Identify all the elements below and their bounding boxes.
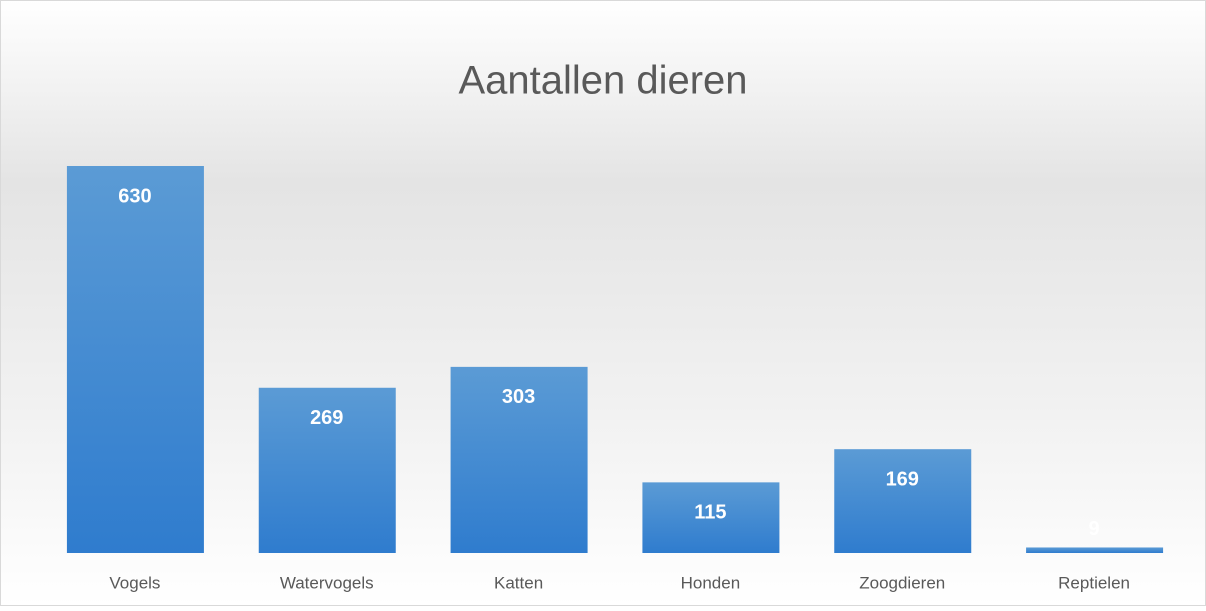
- bar: [642, 482, 780, 553]
- data-label: 115: [694, 502, 726, 524]
- bar: [66, 166, 204, 553]
- x-tick-label: Zoogdieren: [859, 573, 945, 592]
- x-tick-label: Reptielen: [1058, 573, 1130, 592]
- data-label: 303: [502, 386, 535, 408]
- bar: [834, 449, 972, 553]
- x-tick-label: Watervogels: [280, 573, 374, 592]
- data-label: 630: [118, 185, 151, 207]
- x-tick-label: Vogels: [109, 573, 160, 592]
- bar: [450, 366, 588, 553]
- data-label: 169: [886, 468, 919, 490]
- data-label: 269: [310, 407, 343, 429]
- x-tick-label: Katten: [494, 573, 543, 592]
- data-label: 9: [1089, 518, 1100, 540]
- x-tick-label: Honden: [681, 573, 741, 592]
- chart-title: Aantallen dieren: [458, 59, 747, 103]
- bar: [258, 387, 396, 553]
- bar: [1026, 547, 1164, 553]
